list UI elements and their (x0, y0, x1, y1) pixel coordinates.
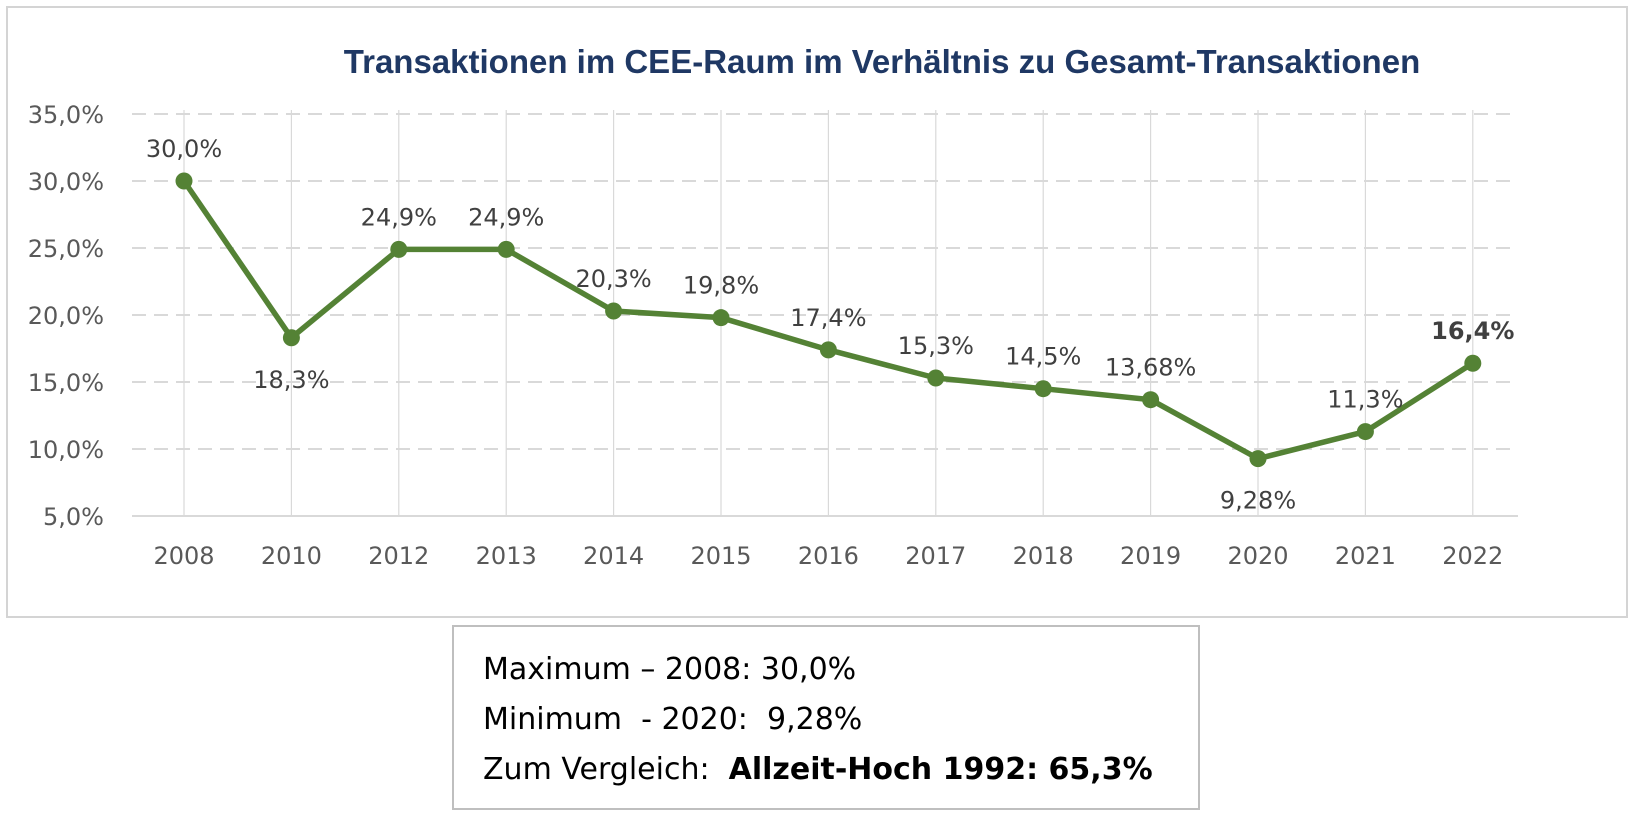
x-tick-label: 2008 (153, 542, 214, 570)
data-point (1142, 391, 1160, 409)
y-tick-label: 35,0% (28, 101, 104, 129)
data-label: 24,9% (361, 203, 437, 231)
data-point (282, 329, 300, 347)
summary-box: Maximum – 2008: 30,0% Minimum - 2020: 9,… (452, 625, 1200, 810)
chart-frame: Transaktionen im CEE-Raum im Verhältnis … (6, 6, 1628, 618)
axis-layer: 5,0% 10,0% 15,0% 20,0% 25,0% 30,0% 35,0% 2008 20… (28, 101, 1504, 570)
data-point (175, 172, 193, 190)
summary-comparison-prefix: Zum Vergleich: (483, 752, 729, 787)
x-tick-label: 2019 (1120, 542, 1181, 570)
data-point (605, 302, 623, 320)
data-label: 13,68% (1105, 354, 1197, 382)
line-chart: Transaktionen im CEE-Raum im Verhältnis … (28, 43, 1518, 570)
summary-minimum: Minimum - 2020: 9,28% (483, 702, 863, 737)
y-tick-label: 30,0% (28, 168, 104, 196)
series-layer (175, 172, 1482, 468)
data-point (1356, 423, 1374, 441)
summary-maximum: Maximum – 2008: 30,0% (483, 652, 857, 687)
chart-title: Transaktionen im CEE-Raum im Verhältnis … (344, 43, 1420, 80)
data-label: 15,3% (898, 332, 974, 360)
y-tick-label: 20,0% (28, 302, 104, 330)
data-label: 9,28% (1220, 487, 1296, 515)
data-point (819, 341, 837, 359)
y-tick-label: 10,0% (28, 436, 104, 464)
x-tick-label: 2015 (690, 542, 751, 570)
summary-all-time-high: Allzeit-Hoch 1992: 65,3% (728, 752, 1153, 787)
y-tick-label: 15,0% (28, 369, 104, 397)
data-point (390, 240, 408, 258)
data-label: 20,3% (575, 265, 651, 293)
x-tick-label: 2018 (1013, 542, 1074, 570)
grid-layer (132, 110, 1518, 517)
x-tick-label: 2014 (583, 542, 644, 570)
data-label: 24,9% (468, 203, 544, 231)
x-tick-label: 2020 (1227, 542, 1288, 570)
x-tick-label: 2013 (476, 542, 537, 570)
data-label: 17,4% (790, 304, 866, 332)
summary-comparison: Zum Vergleich: Allzeit-Hoch 1992: 65,3% (483, 749, 1198, 799)
x-tick-label: 2021 (1335, 542, 1396, 570)
data-point (1249, 450, 1267, 468)
data-point (927, 369, 945, 387)
data-point (1464, 354, 1482, 372)
data-label: 11,3% (1327, 386, 1403, 414)
x-tick-label: 2010 (261, 542, 322, 570)
y-tick-label: 5,0% (43, 503, 104, 531)
data-label: 30,0% (146, 135, 222, 163)
y-tick-label: 25,0% (28, 235, 104, 263)
x-tick-label: 2022 (1442, 542, 1503, 570)
data-label-layer: 30,0% 18,3% 24,9% 24,9% 20,3% 19,8% 17,4% 15,3%… (146, 135, 1515, 515)
data-point (497, 240, 515, 258)
data-label: 18,3% (253, 366, 329, 394)
data-point (712, 309, 730, 327)
x-tick-label: 2016 (798, 542, 859, 570)
data-point (1034, 380, 1052, 398)
x-tick-label: 2017 (905, 542, 966, 570)
x-tick-label: 2012 (368, 542, 429, 570)
data-label: 16,4% (1431, 317, 1514, 345)
data-label: 14,5% (1005, 343, 1081, 371)
data-label: 19,8% (683, 272, 759, 300)
